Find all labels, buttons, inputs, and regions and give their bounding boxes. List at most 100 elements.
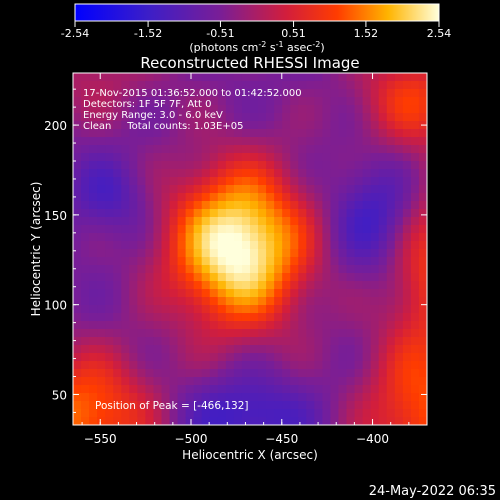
heatmap-cell: [129, 185, 138, 194]
heatmap-cell: [97, 81, 106, 90]
heatmap-cell: [338, 265, 348, 274]
heatmap-cell: [386, 97, 396, 106]
heatmap-cell: [338, 97, 348, 106]
heatmap-cell: [129, 145, 138, 154]
heatmap-cell: [298, 113, 307, 122]
heatmap-cell: [137, 121, 147, 130]
heatmap-cell: [137, 177, 147, 186]
heatmap-cell: [338, 369, 348, 378]
colorbar-tick-label: 2.54: [427, 27, 452, 40]
heatmap-cell: [233, 289, 243, 298]
heatmap-cell: [177, 185, 187, 194]
heatmap-cell: [169, 97, 179, 106]
heatmap-cell: [410, 321, 420, 330]
heatmap-cell: [250, 345, 259, 354]
heatmap-cell: [225, 393, 235, 402]
heatmap-cell: [161, 417, 171, 425]
heatmap-cell: [410, 201, 420, 210]
heatmap-cell: [161, 161, 171, 170]
heatmap-cell: [338, 129, 348, 138]
heatmap-cell: [241, 369, 251, 378]
heatmap-cell: [250, 193, 259, 202]
heatmap-cell: [137, 169, 147, 178]
heatmap-cell: [290, 345, 299, 354]
heatmap-cell: [177, 377, 187, 386]
heatmap-cell: [258, 273, 267, 282]
heatmap-cell: [250, 329, 259, 338]
heatmap-cell: [161, 129, 171, 138]
heatmap-cell: [386, 81, 396, 90]
heatmap-cell: [105, 417, 114, 425]
heatmap-cell: [418, 105, 427, 114]
heatmap-cell: [274, 161, 283, 170]
heatmap-cell: [306, 81, 315, 90]
heatmap-cell: [266, 337, 275, 346]
heatmap-cell: [153, 265, 163, 274]
heatmap-cell: [322, 121, 332, 130]
heatmap-cell: [322, 153, 332, 162]
heatmap-cell: [129, 385, 138, 394]
heatmap-cell: [129, 257, 138, 266]
heatmap-cell: [73, 73, 82, 82]
heatmap-cell: [346, 329, 356, 338]
heatmap-cell: [330, 145, 340, 154]
heatmap-cell: [177, 353, 187, 362]
heatmap-cell: [386, 73, 396, 82]
heatmap-cell: [282, 265, 291, 274]
heatmap-cell: [225, 73, 235, 82]
heatmap-cell: [322, 73, 332, 82]
heatmap-cell: [298, 257, 307, 266]
heatmap-cell: [193, 369, 203, 378]
heatmap-cell: [121, 177, 130, 186]
heatmap-cell: [145, 369, 155, 378]
heatmap-cell: [233, 233, 243, 242]
heatmap-cell: [298, 361, 307, 370]
heatmap-cell: [129, 121, 138, 130]
heatmap-cell: [306, 225, 315, 234]
heatmap-cell: [81, 201, 90, 210]
heatmap-cell: [298, 137, 307, 146]
heatmap-cell: [330, 321, 340, 330]
heatmap-cell: [410, 105, 420, 114]
heatmap-cell: [418, 145, 427, 154]
heatmap-cell: [145, 113, 155, 122]
heatmap-cell: [233, 321, 243, 330]
heatmap-cell: [258, 329, 267, 338]
heatmap-cell: [314, 305, 324, 314]
heatmap-cell: [201, 353, 211, 362]
heatmap-cell: [161, 169, 171, 178]
heatmap-cell: [169, 185, 179, 194]
heatmap-cell: [225, 193, 235, 202]
heatmap-cell: [378, 265, 388, 274]
heatmap-cell: [81, 337, 90, 346]
heatmap-cell: [354, 201, 364, 210]
heatmap-cell: [137, 297, 147, 306]
heatmap-cell: [250, 209, 259, 218]
heatmap-cell: [410, 233, 420, 242]
heatmap-cell: [274, 89, 283, 98]
heatmap-cell: [241, 233, 251, 242]
heatmap-cell: [266, 369, 275, 378]
heatmap-cell: [145, 73, 155, 82]
heatmap-cell: [89, 249, 98, 258]
heatmap-cell: [177, 305, 187, 314]
heatmap-cell: [185, 169, 195, 178]
heatmap-cell: [386, 401, 396, 410]
heatmap-cell: [81, 185, 90, 194]
heatmap-cell: [201, 385, 211, 394]
heatmap-cell: [121, 377, 130, 386]
heatmap-cell: [306, 129, 315, 138]
heatmap-cell: [402, 201, 412, 210]
heatmap-cell: [418, 417, 427, 425]
heatmap-cell: [177, 233, 187, 242]
heatmap-cell: [89, 313, 98, 322]
heatmap-cell: [298, 89, 307, 98]
heatmap-cell: [258, 145, 267, 154]
heatmap-cell: [209, 161, 219, 170]
heatmap-cell: [410, 297, 420, 306]
heatmap-cell: [121, 369, 130, 378]
heatmap-cell: [258, 209, 267, 218]
heatmap-cell: [330, 225, 340, 234]
heatmap-cell: [169, 105, 179, 114]
heatmap-cell: [169, 409, 179, 418]
